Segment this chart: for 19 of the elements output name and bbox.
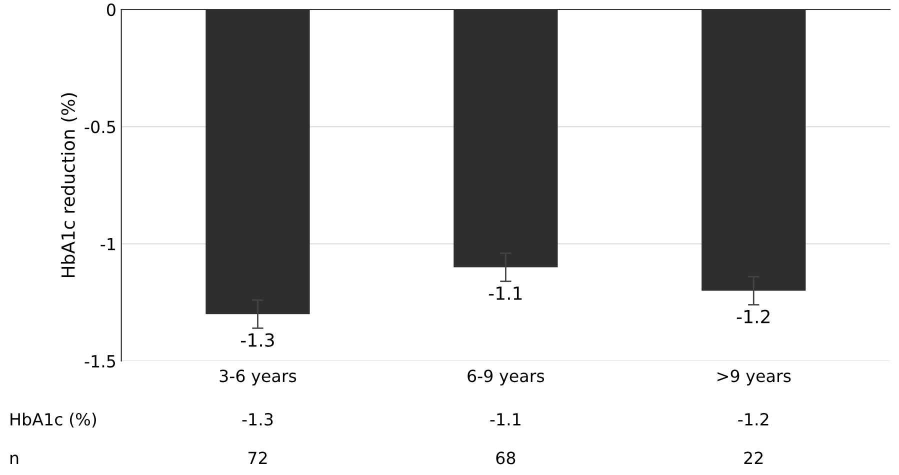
- text: n: [10, 454, 18, 464]
- data-label: -1.2: [736, 310, 770, 324]
- text: -1.2: [738, 412, 768, 426]
- text: 22: [744, 452, 763, 464]
- x-tick-label: >9 years: [718, 370, 791, 386]
- y-axis-title: HbA1c reduction (%): [60, 93, 78, 278]
- y-tick-label: -1: [100, 238, 115, 250]
- text: -1.1: [490, 413, 520, 426]
- y-tick-label: -0.5: [84, 120, 116, 134]
- text: 68: [496, 452, 516, 464]
- data-label: -1.1: [488, 286, 522, 300]
- x-tick-label: 6-9 years: [468, 370, 544, 386]
- x-tick-label: 3-6 years: [220, 370, 296, 386]
- text: HbA1c (%): [10, 412, 96, 428]
- y-tick-label: 0: [107, 3, 116, 16]
- y-tick-label: -1.5: [84, 355, 116, 368]
- text: -1.3: [242, 412, 273, 426]
- data-label: -1.3: [241, 333, 274, 347]
- text: 72: [248, 452, 267, 464]
